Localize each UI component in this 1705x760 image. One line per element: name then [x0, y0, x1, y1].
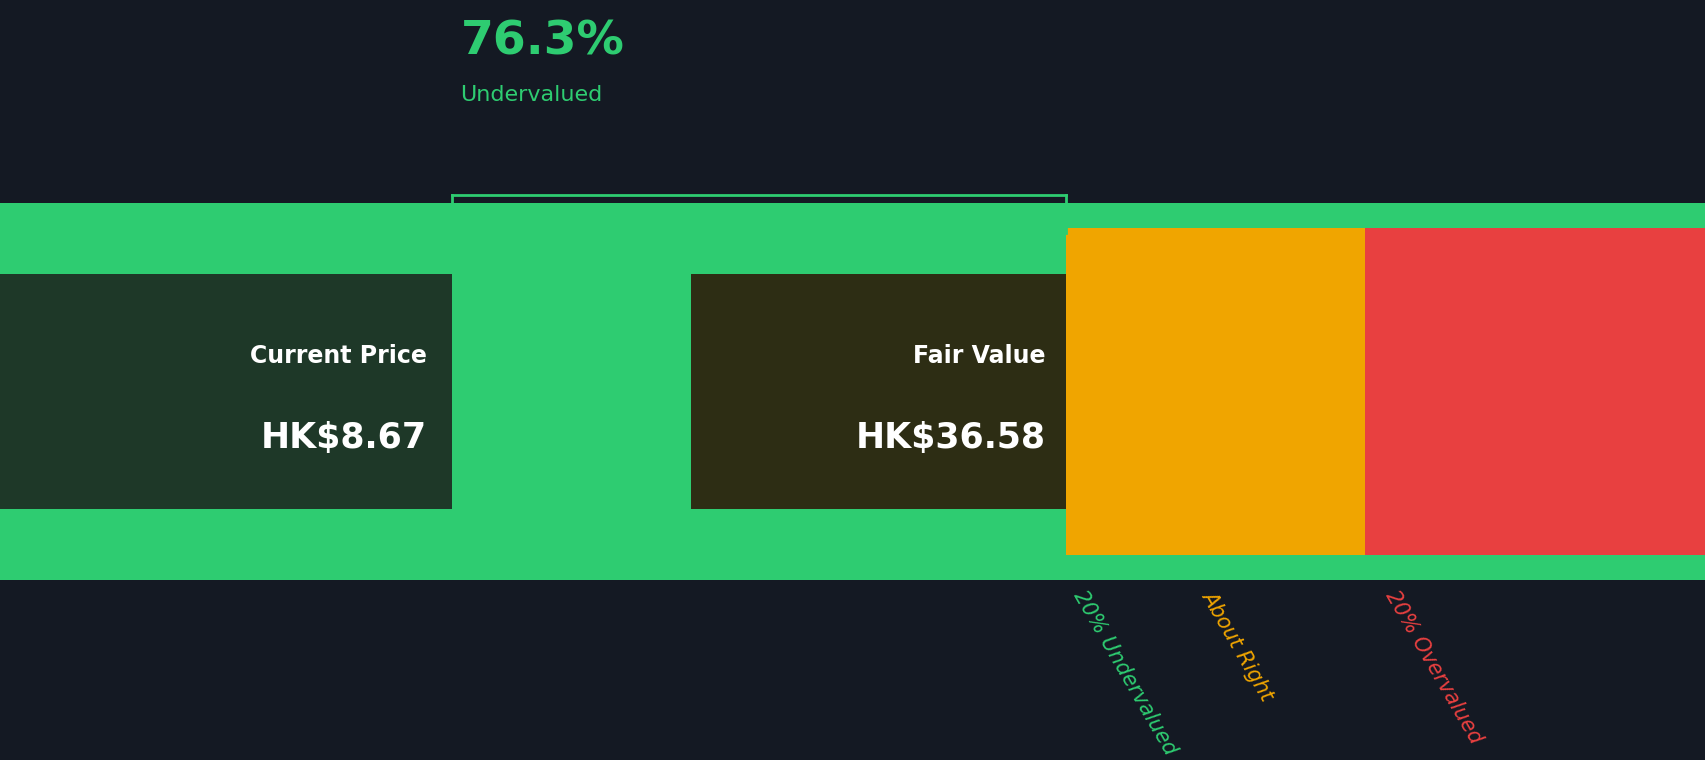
Text: HK$8.67: HK$8.67 [261, 422, 426, 455]
FancyBboxPatch shape [0, 203, 1705, 228]
Text: Undervalued: Undervalued [460, 85, 602, 105]
Text: 20% Undervalued: 20% Undervalued [1069, 587, 1180, 759]
FancyBboxPatch shape [691, 274, 1066, 509]
Text: About Right: About Right [1197, 587, 1277, 704]
FancyBboxPatch shape [1364, 228, 1705, 555]
Text: Current Price: Current Price [249, 344, 426, 368]
Text: HK$36.58: HK$36.58 [856, 422, 1045, 455]
FancyBboxPatch shape [0, 555, 1705, 580]
FancyBboxPatch shape [0, 274, 452, 509]
Text: 20% Overvalued: 20% Overvalued [1381, 587, 1485, 748]
Text: Fair Value: Fair Value [912, 344, 1045, 368]
Text: 76.3%: 76.3% [460, 19, 624, 65]
FancyBboxPatch shape [1066, 228, 1364, 555]
FancyBboxPatch shape [0, 228, 1066, 555]
